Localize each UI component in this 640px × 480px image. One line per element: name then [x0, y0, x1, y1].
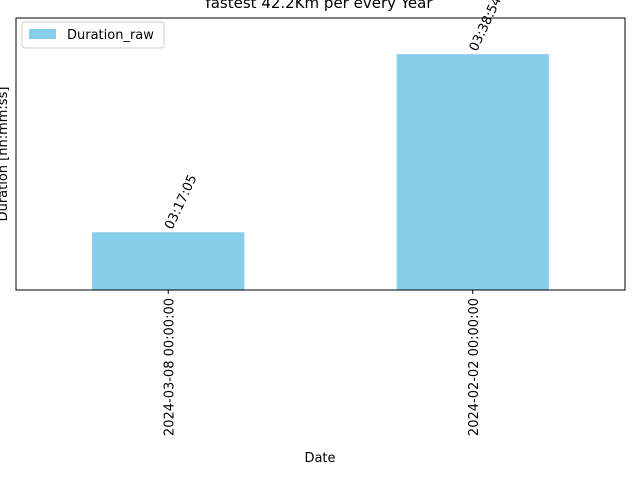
plot-frame — [15, 17, 626, 291]
x-tick-label-0: 2024-03-08 00:00:00 — [162, 298, 177, 436]
legend: Duration_raw — [21, 21, 165, 49]
y-axis-label: Duration [hh:mm:ss] — [0, 87, 11, 222]
legend-box — [21, 21, 165, 49]
legend-swatch — [29, 29, 56, 39]
legend-label: Duration_raw — [67, 28, 154, 43]
bars-layer — [92, 54, 549, 291]
bar-0 — [92, 232, 245, 290]
bar-1 — [396, 54, 549, 291]
x-axis-label: Date — [304, 451, 335, 466]
bar-value-label-0: 03:17:05 — [162, 173, 200, 232]
bar-value-label-1: 03:38:54 — [467, 0, 505, 54]
x-tick-label-1: 2024-02-02 00:00:00 — [467, 298, 482, 436]
x-ticks-layer: 2024-03-08 00:00:00 2024-02-02 00:00:00 — [162, 290, 482, 436]
chart-title: fastest 42.2Km per every Year — [205, 0, 433, 12]
